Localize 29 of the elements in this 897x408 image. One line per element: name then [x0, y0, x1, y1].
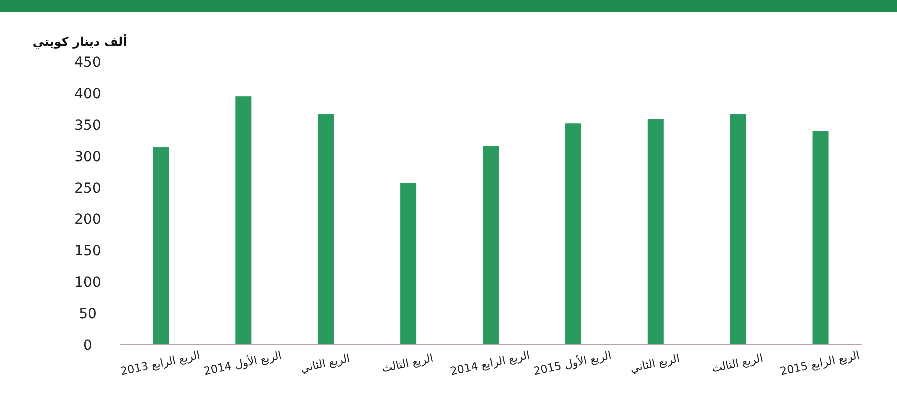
- y-axis-title: ألف دينار كويتي: [32, 34, 128, 49]
- y-tick-label: 150: [74, 244, 102, 260]
- bar: [236, 96, 252, 345]
- bar: [153, 148, 170, 345]
- x-tick-label: الربع الأول 2015: [532, 348, 613, 378]
- x-tick-label: الربع الثالث: [380, 352, 435, 376]
- x-tick-label: الربع الرابع 2014: [449, 348, 532, 378]
- bar: [318, 114, 334, 345]
- bar: [812, 131, 829, 345]
- x-tick-label: الربع الأول 2014: [202, 348, 283, 378]
- y-tick-label: 200: [74, 212, 102, 228]
- y-tick-label: 250: [74, 180, 102, 197]
- y-tick-label: 50: [79, 306, 97, 323]
- bar: [400, 183, 417, 345]
- x-tick-label: الربع الثاني: [299, 352, 352, 376]
- y-tick-label: 100: [74, 275, 102, 292]
- bar: [730, 114, 746, 345]
- x-tick-label: الربع الثالث: [710, 352, 764, 376]
- y-tick-label: 450: [74, 55, 102, 71]
- bar: [648, 119, 664, 345]
- y-tick-label: 0: [84, 338, 92, 354]
- x-tick-label: الربع الرابع 2013: [120, 348, 202, 378]
- y-tick-label: 350: [74, 118, 102, 134]
- y-tick-label: 400: [74, 86, 102, 102]
- y-tick-label: 300: [74, 149, 102, 166]
- x-tick-label: الربع الثاني: [629, 352, 682, 376]
- bar: [483, 146, 499, 345]
- bar: [565, 124, 582, 345]
- x-tick-label: الربع الرابع 2015: [779, 348, 861, 378]
